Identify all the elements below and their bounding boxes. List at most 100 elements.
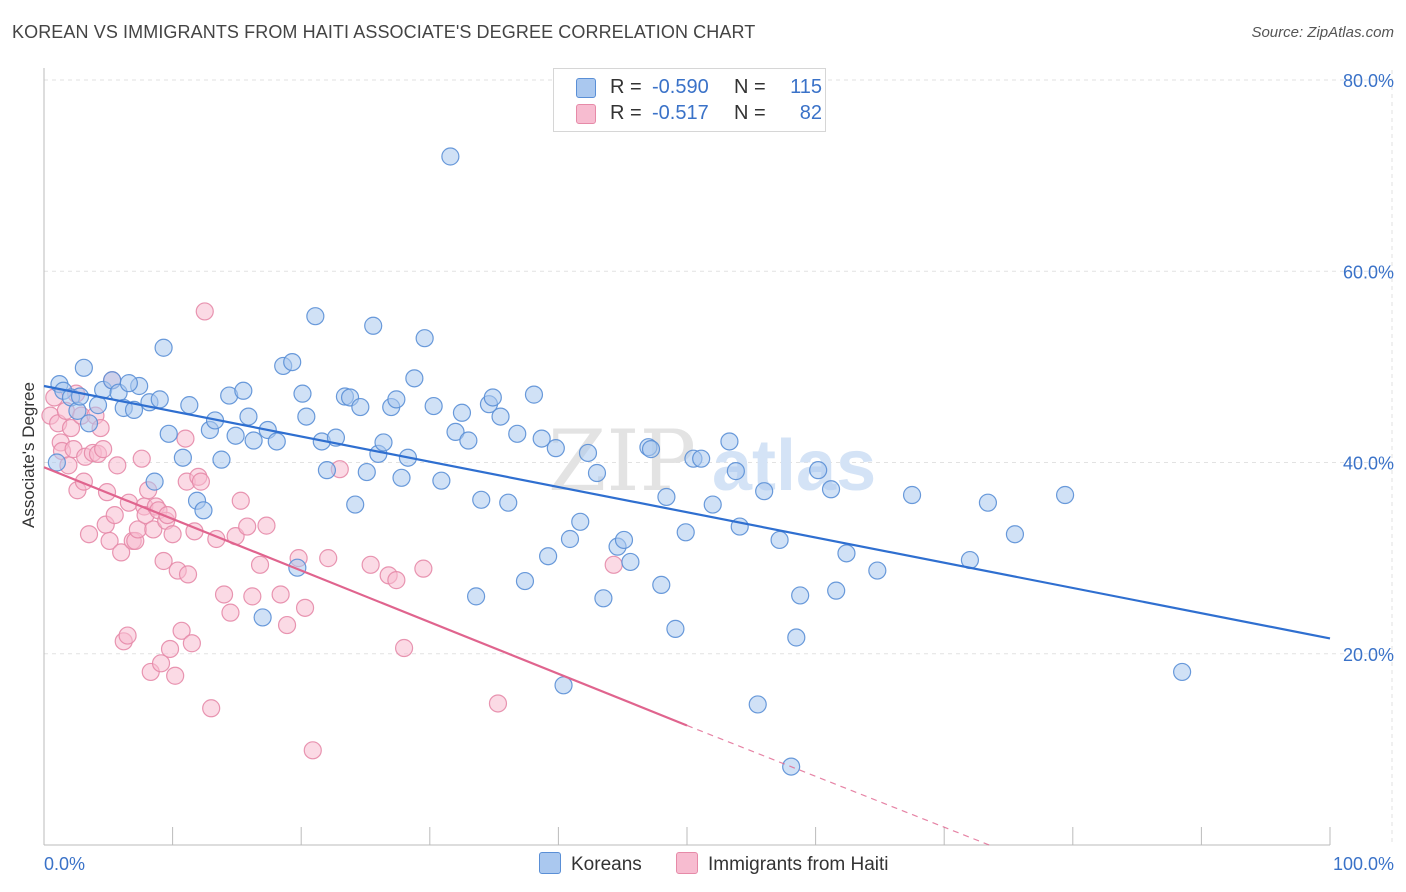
korean-point xyxy=(809,461,828,480)
korean-point xyxy=(212,450,231,469)
korean-point xyxy=(79,414,99,433)
korean-point xyxy=(868,561,887,580)
haiti-trend-extension xyxy=(686,724,990,846)
haiti-point xyxy=(172,621,191,640)
haiti-point xyxy=(163,525,182,544)
axes xyxy=(43,68,1331,846)
korean-points xyxy=(47,147,1192,776)
korean-point xyxy=(88,396,108,415)
korean-point xyxy=(145,472,164,491)
haiti-point xyxy=(394,638,414,658)
korean-point xyxy=(483,388,502,407)
korean-point xyxy=(432,471,451,490)
korean-point xyxy=(499,493,518,512)
haiti-point xyxy=(277,615,297,635)
korean-point xyxy=(587,463,607,483)
korean-point xyxy=(244,431,263,450)
haiti-point xyxy=(100,531,119,551)
haiti-point xyxy=(151,654,171,673)
korean-swatch xyxy=(576,78,596,98)
korean-point xyxy=(641,440,661,459)
legend-r-label: R = xyxy=(610,76,642,98)
haiti-point xyxy=(221,603,240,622)
korean-point xyxy=(720,432,739,451)
korean-point xyxy=(560,529,580,549)
haiti-point xyxy=(387,571,406,590)
korean-point xyxy=(692,449,711,468)
trend-lines xyxy=(43,384,1331,846)
haiti-point xyxy=(214,585,234,604)
korean-point xyxy=(306,307,325,326)
korean-point xyxy=(293,384,312,403)
korean-point xyxy=(676,523,695,542)
korean-point xyxy=(173,448,192,467)
chart-source: Source: ZipAtlas.com xyxy=(1251,24,1394,41)
korean-point xyxy=(226,426,245,445)
haiti-point xyxy=(191,472,210,491)
korean-point xyxy=(791,586,810,605)
haiti-point xyxy=(257,516,276,535)
x-tick-labels: 0.0% 100.0% xyxy=(44,854,1394,874)
y-tick-label: 20.0% xyxy=(1343,645,1394,665)
korean-point xyxy=(317,461,337,480)
korean-legend-swatch xyxy=(539,852,561,874)
haiti-point xyxy=(160,639,180,659)
korean-point xyxy=(346,495,365,514)
korean-point xyxy=(515,571,535,591)
chart-title: KOREAN VS IMMIGRANTS FROM HAITI ASSOCIAT… xyxy=(12,22,756,42)
haiti-point xyxy=(105,505,124,525)
haiti-point xyxy=(112,543,131,562)
korean-point xyxy=(539,547,558,566)
korean-point xyxy=(821,480,841,499)
korean-point xyxy=(657,487,676,507)
korean-point xyxy=(1005,525,1025,544)
haiti-legend-swatch xyxy=(676,852,698,874)
korean-point xyxy=(571,512,590,531)
korean-point xyxy=(441,147,460,166)
korean-point xyxy=(491,407,510,426)
y-tick-labels: 20.0% 40.0% 60.0% 80.0% xyxy=(1343,71,1394,665)
korean-point xyxy=(546,439,565,458)
haiti-point xyxy=(202,699,221,718)
legend-n-label: N = xyxy=(734,102,766,124)
haiti-point xyxy=(195,302,214,321)
haiti-point xyxy=(303,741,322,760)
haiti-point xyxy=(144,520,163,539)
korean-point xyxy=(755,482,774,501)
haiti-point xyxy=(178,565,198,584)
korean-point xyxy=(594,589,613,608)
correlation-legend: R = -0.590 N = 115 R = -0.517 N = 82 xyxy=(553,68,826,132)
korean-point xyxy=(827,581,846,600)
y-tick-label: 40.0% xyxy=(1343,454,1394,474)
korean-point xyxy=(47,453,66,472)
haiti-legend-label: Immigrants from Haiti xyxy=(708,854,889,875)
legend-r-value: -0.590 xyxy=(652,76,709,98)
korean-point xyxy=(374,433,393,452)
x-tick-label: 0.0% xyxy=(44,854,85,874)
korean-point xyxy=(180,396,199,415)
korean-point xyxy=(446,422,465,441)
legend-r-label: R = xyxy=(610,102,642,124)
korean-point xyxy=(283,352,302,372)
haiti-point xyxy=(243,587,262,606)
korean-point xyxy=(150,390,169,409)
korean-point xyxy=(194,501,213,520)
korean-point xyxy=(466,587,486,606)
legend-n-value: 115 xyxy=(790,76,822,98)
korean-point xyxy=(459,431,478,450)
haiti-point xyxy=(94,440,113,459)
korean-point xyxy=(524,385,544,404)
haiti-point xyxy=(231,491,250,510)
korean-point xyxy=(837,544,856,563)
haiti-point xyxy=(79,525,99,544)
korean-point xyxy=(532,429,551,448)
korean-point xyxy=(703,495,722,514)
korean-point xyxy=(288,558,307,577)
korean-point xyxy=(405,369,424,388)
korean-point xyxy=(621,552,640,572)
korean-point xyxy=(387,390,406,409)
haiti-point xyxy=(118,626,137,645)
korean-point xyxy=(978,493,998,512)
y-axis-label: Associate's Degree xyxy=(19,382,38,528)
korean-point xyxy=(902,485,922,505)
